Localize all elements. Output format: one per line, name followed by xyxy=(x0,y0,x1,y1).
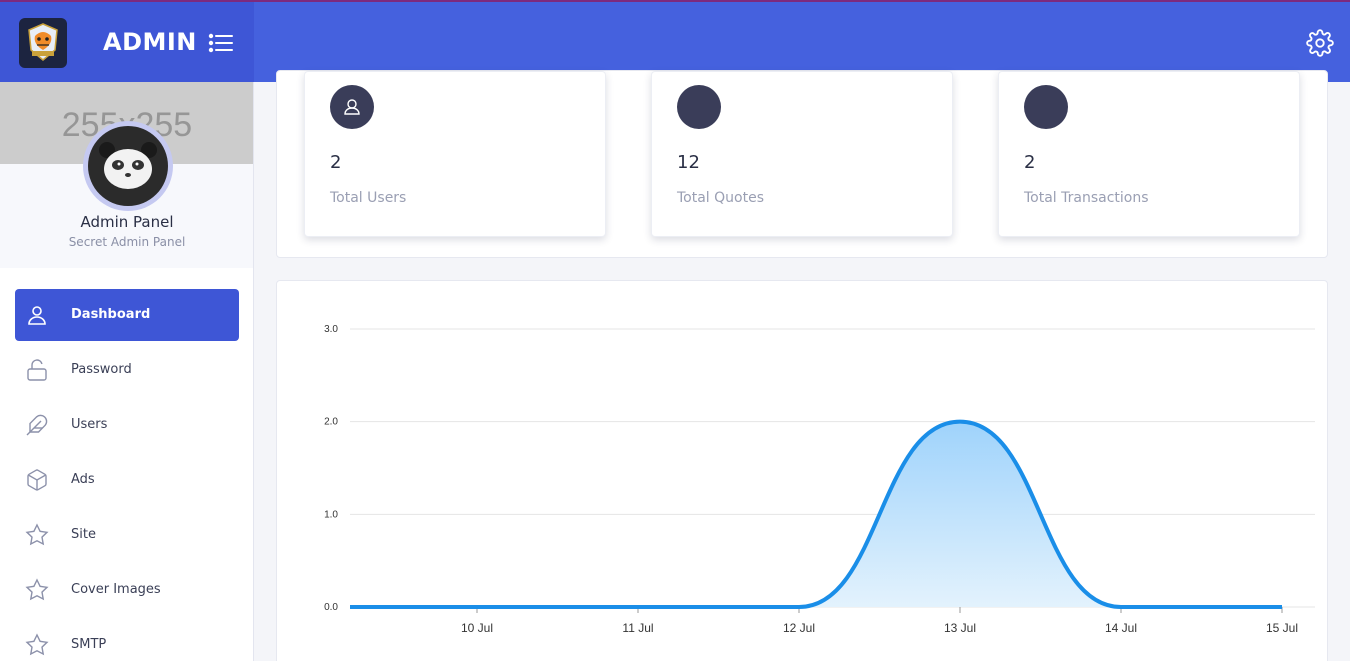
stat-icon-placeholder xyxy=(1024,85,1068,129)
x-tick-label: 14 Jul xyxy=(1105,621,1137,635)
stat-card-users[interactable]: 2 Total Users xyxy=(304,71,606,237)
x-tick-label: 11 Jul xyxy=(622,621,653,635)
y-tick-label: 3.0 xyxy=(324,324,338,335)
x-tick-label: 15 Jul xyxy=(1266,621,1298,635)
stat-value: 2 xyxy=(1024,152,1036,173)
x-tick-label: 13 Jul xyxy=(944,621,976,635)
stat-label: Total Quotes xyxy=(677,190,765,206)
brand-title[interactable]: ADMIN xyxy=(103,28,197,56)
user-icon xyxy=(330,85,374,129)
sidebar-item-ads[interactable]: Ads xyxy=(15,454,239,506)
sidebar-item-label: Ads xyxy=(71,472,95,487)
sidebar-item-label: Users xyxy=(71,417,108,432)
star-icon xyxy=(25,523,49,547)
star-icon xyxy=(25,633,49,657)
tiger-logo-icon[interactable] xyxy=(19,18,67,68)
top-navbar: ADMIN xyxy=(0,0,1350,82)
stat-card-transactions[interactable]: 2 Total Transactions xyxy=(998,71,1300,237)
list-menu-icon[interactable] xyxy=(208,32,234,54)
sidebar-item-label: Password xyxy=(71,362,132,377)
stat-label: Total Transactions xyxy=(1024,190,1149,206)
sidebar-item-cover-images[interactable]: Cover Images xyxy=(15,564,239,616)
profile-card: 255x255 Admin Panel Secret Admin Panel xyxy=(0,82,253,268)
gear-icon[interactable] xyxy=(1306,29,1334,57)
sidebar-item-site[interactable]: Site xyxy=(15,509,239,561)
y-tick-label: 0.0 xyxy=(324,602,338,613)
stat-label: Total Users xyxy=(330,190,407,206)
profile-role: Secret Admin Panel xyxy=(68,235,186,249)
stat-value: 12 xyxy=(677,152,700,173)
sidebar-item-label: Site xyxy=(71,527,96,542)
brand-area: ADMIN xyxy=(0,2,254,82)
box-icon xyxy=(25,468,49,492)
y-tick-label: 1.0 xyxy=(324,509,338,520)
stat-card-quotes[interactable]: 12 Total Quotes xyxy=(651,71,953,237)
sidebar-item-label: Dashboard xyxy=(71,307,151,322)
sidebar-item-dashboard[interactable]: Dashboard xyxy=(15,289,239,341)
profile-name: Admin Panel xyxy=(80,213,174,231)
sidebar-item-password[interactable]: Password xyxy=(15,344,239,396)
sidebar-item-users[interactable]: Users xyxy=(15,399,239,451)
sidebar-item-label: Cover Images xyxy=(71,582,161,597)
chart-panel: 0.0 1.0 2.0 3.0 10 Jul 11 Jul 12 Jul 13 Jul 14 … xyxy=(276,280,1328,661)
stat-icon-placeholder xyxy=(677,85,721,129)
sidebar: 255x255 Admin Panel Secret Admin Panel D… xyxy=(0,82,254,661)
area-chart: 0.0 1.0 2.0 3.0 10 Jul 11 Jul 12 Jul 13 Jul 14 … xyxy=(324,324,1315,635)
x-tick-label: 10 Jul xyxy=(461,621,493,635)
star-icon xyxy=(25,578,49,602)
avatar[interactable] xyxy=(83,121,173,211)
x-tick-label: 12 Jul xyxy=(783,621,815,635)
stats-panel: 2 Total Users 12 Total Quotes 2 Total Tr… xyxy=(276,70,1328,258)
stat-value: 2 xyxy=(330,152,342,173)
sidebar-item-label: SMTP xyxy=(71,637,107,652)
unlock-icon xyxy=(25,358,49,382)
y-tick-label: 2.0 xyxy=(324,417,338,428)
sidebar-nav: Dashboard Password Users Ads Site xyxy=(15,289,239,661)
series-area xyxy=(350,421,1282,607)
user-icon xyxy=(25,303,49,327)
feather-icon xyxy=(25,413,49,437)
series-line xyxy=(350,419,1282,609)
sidebar-item-smtp[interactable]: SMTP xyxy=(15,619,239,661)
